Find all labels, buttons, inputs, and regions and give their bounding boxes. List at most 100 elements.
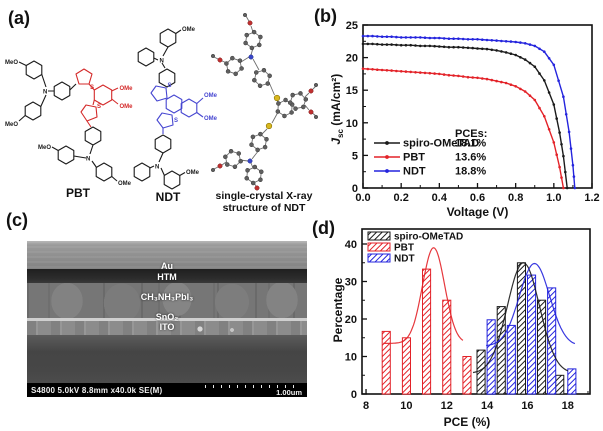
- pbt-meo-label-3: MeO: [38, 145, 51, 151]
- pbt-meo-label-2: MeO: [5, 122, 18, 128]
- pbt-ome-label-1: OMe: [120, 86, 134, 92]
- ndt-ome-label-2: OMe: [204, 93, 218, 99]
- svg-text:13.6%: 13.6%: [455, 152, 486, 164]
- fit-curve-NDT: [486, 262, 576, 347]
- jv-ylabel: Jsc (mA/cm²): [329, 39, 345, 179]
- hist-series-NDT: [486, 274, 577, 395]
- svg-text:12: 12: [441, 400, 453, 412]
- sem-sno2-layer: [27, 318, 307, 321]
- svg-text:PCEs:: PCEs:: [455, 128, 487, 140]
- svg-text:30: 30: [345, 277, 357, 289]
- svg-text:0.6: 0.6: [470, 192, 485, 204]
- sem-substrate: [27, 335, 307, 383]
- svg-text:1.2: 1.2: [584, 192, 599, 204]
- sem-perovskite-layer: [27, 283, 307, 318]
- pbt-name: PBT: [66, 186, 91, 200]
- pbt-s-label-2: S: [97, 104, 101, 110]
- svg-text:10: 10: [345, 352, 357, 364]
- panel-b-label: (b): [314, 6, 337, 26]
- histogram-ylabel: Percentage: [331, 277, 345, 343]
- svg-text:PCE (%): PCE (%): [444, 415, 491, 429]
- svg-text:spiro-OMeTAD: spiro-OMeTAD: [403, 138, 479, 150]
- ndt-xray-structure: single-crystal X-ray structure of NDT: [210, 12, 319, 214]
- hist-series-PBT: [381, 268, 472, 395]
- svg-text:Voltage (V): Voltage (V): [447, 205, 509, 219]
- svg-text:PBT: PBT: [394, 243, 414, 254]
- jv-series-PBT: [361, 67, 565, 190]
- svg-text:20: 20: [345, 314, 357, 326]
- panel-d-label: (d): [312, 218, 335, 238]
- jv-ylabel-units: (mA/cm²): [328, 73, 343, 130]
- sem-scalebar-ticks: [205, 385, 301, 388]
- svg-text:NDT: NDT: [394, 254, 415, 265]
- ndt-structure: OMe N S OMe OMe S N OMe NDT: [133, 27, 218, 204]
- jv-ylabel-symbol: J: [328, 137, 343, 145]
- svg-text:PBT: PBT: [403, 152, 425, 164]
- xray-caption-line2: structure of NDT: [223, 202, 306, 214]
- pbt-n-label-2: N: [86, 157, 90, 163]
- svg-text:5: 5: [352, 150, 358, 162]
- panel-a-label: (a): [8, 8, 30, 28]
- xray-caption-line1: single-crystal X-ray: [216, 190, 313, 202]
- pbt-n-label-1: N: [43, 90, 47, 96]
- svg-text:18.8%: 18.8%: [455, 166, 486, 178]
- svg-text:0.4: 0.4: [432, 192, 448, 204]
- svg-text:NDT: NDT: [403, 166, 426, 178]
- svg-text:8: 8: [363, 400, 369, 412]
- svg-text:15: 15: [346, 85, 358, 97]
- sem-gold-layer: [27, 241, 307, 269]
- svg-text:1.0: 1.0: [546, 192, 561, 204]
- svg-text:25: 25: [346, 20, 358, 32]
- jv-series-NDT: [361, 34, 577, 190]
- sem-scalebar-label: 1.00um: [276, 388, 302, 397]
- hist-axes: 8 10 12 14 16 18 0 10 20 30 40 PCE (%): [345, 228, 591, 429]
- svg-text:40: 40: [345, 239, 357, 251]
- svg-text:10: 10: [400, 400, 412, 412]
- pbt-structure: MeO MeO N S OMe OMe S N Me: [5, 60, 133, 200]
- chemical-structures: MeO MeO N S OMe OMe S N Me: [5, 12, 319, 214]
- svg-text:0.0: 0.0: [355, 192, 370, 204]
- ndt-s-label-2: S: [174, 118, 178, 124]
- fit-curve-PBT: [383, 247, 464, 344]
- svg-text:0.8: 0.8: [508, 192, 523, 204]
- sem-htm-layer: [27, 269, 307, 283]
- pbt-ome-label-2: OMe: [120, 104, 134, 110]
- ndt-n-label-1: N: [160, 59, 164, 65]
- svg-text:14: 14: [481, 400, 494, 412]
- sem-label-au: Au: [161, 261, 173, 271]
- svg-text:10: 10: [346, 118, 358, 130]
- sem-image: Au HTM CH₃NH₃PbI₃ SnO₂ ITO S4800 5.0kV 8…: [27, 241, 307, 397]
- sem-label-htm: HTM: [157, 272, 177, 282]
- sem-label-sno2: SnO₂: [155, 312, 179, 322]
- ndt-ome-label-1: OMe: [182, 27, 196, 33]
- ndt-name: NDT: [156, 190, 181, 204]
- sem-ito-layer: [27, 321, 307, 335]
- pbt-ome-label-3: OMe: [118, 181, 132, 187]
- svg-text:spiro-OMeTAD: spiro-OMeTAD: [394, 232, 463, 243]
- panel-c-label: (c): [6, 210, 28, 230]
- fit-curve-spiro-OMeTAD: [472, 262, 569, 374]
- pce-histogram: 8 10 12 14 16 18 0 10 20 30 40 PCE (%) spiro-OMeTADP…: [345, 228, 591, 429]
- sem-label-perovskite: CH₃NH₃PbI₃: [140, 292, 194, 302]
- jv-ylabel-subscript: sc: [336, 129, 346, 138]
- jv-plot: 0.0 0.2 0.4 0.6 0.8 1.0 1.2 0 5 10 15 20 25 Voltage (…: [346, 20, 600, 219]
- svg-text:16: 16: [521, 400, 533, 412]
- sem-metadata-text: S4800 5.0kV 8.8mm x40.0k SE(M): [31, 386, 163, 395]
- ndt-s-label-1: S: [168, 83, 172, 89]
- svg-text:18.1%: 18.1%: [455, 138, 486, 150]
- svg-text:0: 0: [352, 183, 358, 195]
- svg-text:20: 20: [346, 53, 358, 65]
- ndt-ome-label-3: OMe: [204, 116, 218, 122]
- svg-text:0: 0: [351, 389, 357, 401]
- jv-axes: 0.0 0.2 0.4 0.6 0.8 1.0 1.2 0 5 10 15 20 25 Voltage (…: [346, 20, 600, 219]
- jv-series-spiro-OMeTAD: [361, 42, 569, 190]
- ndt-ome-label-4: OMe: [186, 170, 200, 176]
- svg-text:0.2: 0.2: [394, 192, 409, 204]
- hist-series-spiro-OMeTAD: [476, 262, 565, 395]
- pbt-meo-label-1: MeO: [5, 60, 18, 66]
- ndt-n-label-2: N: [155, 165, 159, 171]
- svg-text:18: 18: [562, 400, 574, 412]
